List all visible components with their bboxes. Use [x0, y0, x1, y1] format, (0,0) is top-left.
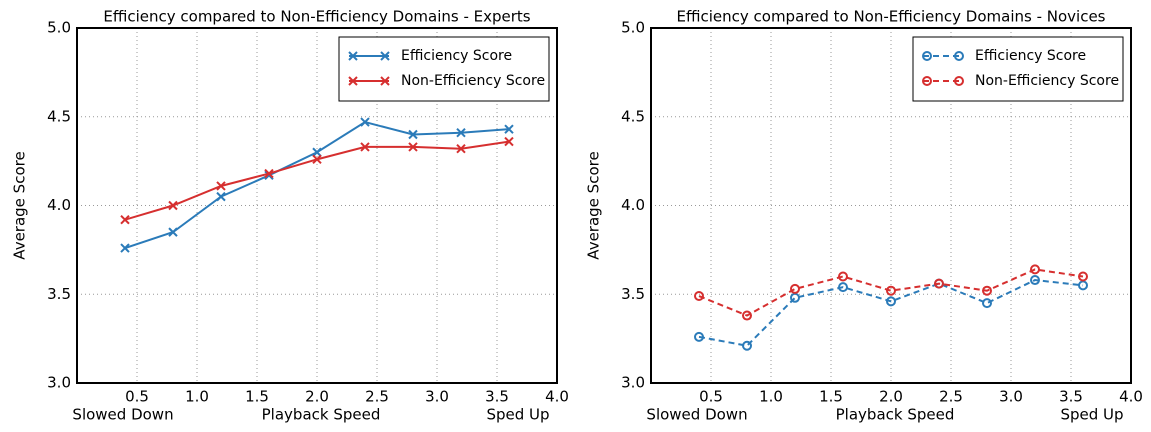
y-tick-label: 5.0 — [621, 19, 645, 37]
legend-marker — [922, 51, 932, 61]
x-axis-label: Sped Up — [1060, 406, 1123, 424]
series-line — [698, 279, 1084, 347]
marker — [838, 271, 848, 282]
marker — [886, 296, 896, 307]
x-tick-label: 3.0 — [999, 388, 1023, 406]
legend-marker — [348, 51, 358, 61]
marker — [742, 310, 752, 321]
marker — [934, 278, 944, 289]
x-tick-label: 1.5 — [245, 388, 269, 406]
marker — [120, 214, 130, 225]
legend-marker — [348, 76, 358, 86]
marker — [982, 298, 992, 309]
marker — [790, 283, 800, 294]
legend-label: Efficiency Score — [975, 48, 1086, 64]
marker — [886, 285, 896, 296]
marker — [216, 191, 226, 202]
marker — [694, 291, 704, 302]
marker — [408, 142, 418, 152]
marker — [1030, 275, 1040, 286]
marker — [1078, 271, 1088, 282]
marker — [742, 340, 752, 351]
x-tick-label: 2.0 — [879, 388, 903, 406]
x-axis-label: Slowed Down — [646, 406, 747, 424]
marker — [168, 200, 178, 211]
x-axis-label: Playback Speed — [836, 406, 955, 424]
marker — [694, 331, 704, 342]
x-tick-label: 2.5 — [365, 388, 389, 406]
marker — [312, 154, 322, 165]
legend-marker — [380, 51, 390, 61]
x-tick-label: 1.0 — [759, 388, 783, 406]
y-tick-label: 3.0 — [621, 374, 645, 392]
x-tick-label: 3.0 — [425, 388, 449, 406]
x-axis-label: Sped Up — [486, 406, 549, 424]
y-tick-label: 3.0 — [47, 374, 71, 392]
marker — [790, 292, 800, 303]
y-tick-label: 4.0 — [47, 196, 71, 214]
legend-marker — [954, 76, 964, 86]
marker — [168, 227, 178, 237]
chart-title: Efficiency compared to Non-Efficiency Do… — [677, 8, 1106, 26]
marker — [456, 143, 466, 154]
y-tick-label: 5.0 — [47, 19, 71, 37]
legend-box — [912, 36, 1124, 102]
marker — [360, 142, 370, 152]
x-tick-label: 1.5 — [819, 388, 843, 406]
legend-label: Efficiency Score — [401, 48, 512, 64]
marker — [982, 285, 992, 296]
x-tick-label: 4.0 — [1119, 388, 1143, 406]
plot-frame — [76, 27, 558, 384]
marker — [456, 128, 466, 138]
x-tick-label: 0.5 — [699, 388, 723, 406]
y-tick-label: 4.0 — [621, 196, 645, 214]
marker — [504, 124, 514, 134]
legend-marker — [954, 51, 964, 61]
x-tick-label: 4.0 — [545, 388, 569, 406]
x-tick-label: 3.5 — [1059, 388, 1083, 406]
legend-marker — [922, 76, 932, 86]
x-tick-label: 1.0 — [185, 388, 209, 406]
x-tick-label: 2.0 — [305, 388, 329, 406]
legend-box — [338, 36, 550, 102]
y-axis-label: Average Score — [11, 151, 29, 259]
y-tick-label: 4.5 — [47, 107, 71, 125]
marker — [120, 243, 130, 253]
marker — [216, 181, 226, 191]
x-tick-label: 0.5 — [125, 388, 149, 406]
marker — [838, 282, 848, 293]
series-line — [698, 268, 1084, 317]
legend-marker — [380, 76, 390, 86]
marker — [504, 136, 514, 147]
legend-label: Non-Efficiency Score — [975, 73, 1119, 89]
marker — [264, 168, 274, 179]
x-axis-label: Slowed Down — [72, 406, 173, 424]
y-axis-label: Average Score — [585, 151, 603, 259]
y-tick-label: 3.5 — [621, 285, 645, 303]
marker — [408, 129, 418, 140]
y-tick-label: 3.5 — [47, 285, 71, 303]
x-tick-label: 2.5 — [939, 388, 963, 406]
plot-frame — [650, 27, 1132, 384]
y-tick-label: 4.5 — [621, 107, 645, 125]
marker — [360, 117, 370, 127]
marker — [312, 147, 322, 157]
marker — [1030, 264, 1040, 275]
x-axis-label: Playback Speed — [262, 406, 381, 424]
legend-label: Non-Efficiency Score — [401, 73, 545, 89]
chart-title: Efficiency compared to Non-Efficiency Do… — [103, 8, 530, 26]
x-tick-label: 3.5 — [485, 388, 509, 406]
